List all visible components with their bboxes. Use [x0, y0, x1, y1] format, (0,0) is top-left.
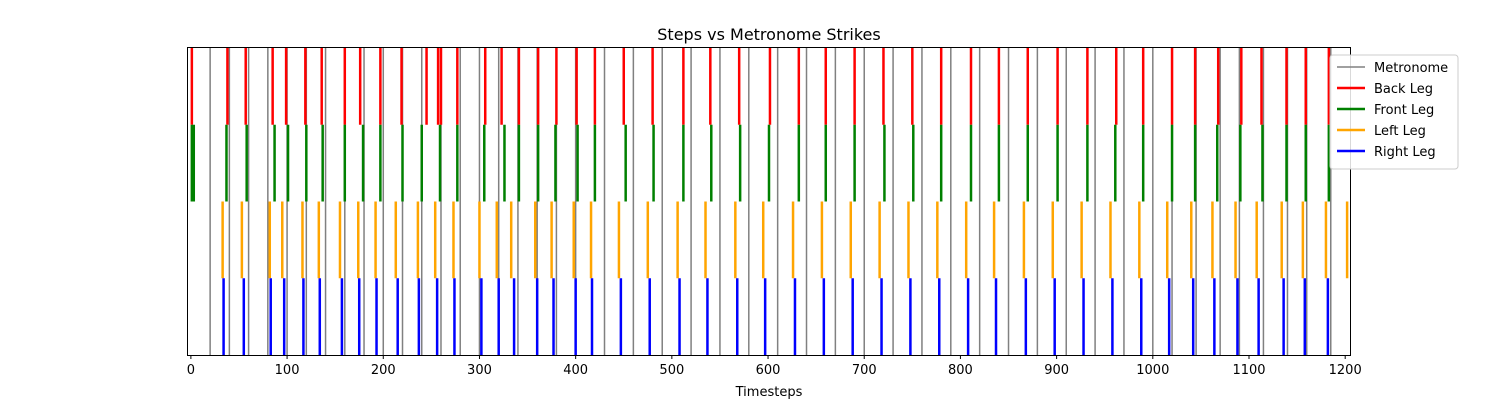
x-tick-label: 900 [1044, 363, 1069, 378]
legend-label-right-leg: Right Leg [1374, 145, 1436, 160]
x-axis-label: Timesteps [735, 385, 803, 400]
legend-box [1329, 54, 1459, 170]
legend-label-front-leg: Front Leg [1374, 103, 1434, 118]
legend-label-back-leg: Back Leg [1374, 82, 1433, 97]
plot-frame [187, 47, 1351, 356]
chart-title: Steps vs Metronome Strikes [657, 25, 880, 44]
x-tick-label: 1100 [1232, 363, 1265, 378]
legend-label-left-leg: Left Leg [1374, 124, 1426, 139]
x-tick-label: 700 [852, 363, 877, 378]
legend: Metronome Back Leg Front Leg Left Leg Right … [1329, 54, 1459, 170]
x-tick-label: 300 [467, 363, 492, 378]
x-tick-label: 800 [948, 363, 973, 378]
x-tick-label: 400 [563, 363, 588, 378]
x-tick-label: 0 [187, 363, 195, 378]
x-tick-label: 200 [371, 363, 396, 378]
x-axis: 0 100 200 300 400 500 600 700 800 900 1000 1100 1200 [187, 355, 1362, 378]
plot-area [190, 48, 1349, 355]
legend-label-metronome: Metronome [1374, 61, 1448, 76]
x-tick-label: 100 [275, 363, 300, 378]
x-tick-label: 500 [659, 363, 684, 378]
x-tick-label: 1200 [1329, 363, 1362, 378]
x-tick-label: 600 [756, 363, 781, 378]
x-tick-label: 1000 [1136, 363, 1169, 378]
